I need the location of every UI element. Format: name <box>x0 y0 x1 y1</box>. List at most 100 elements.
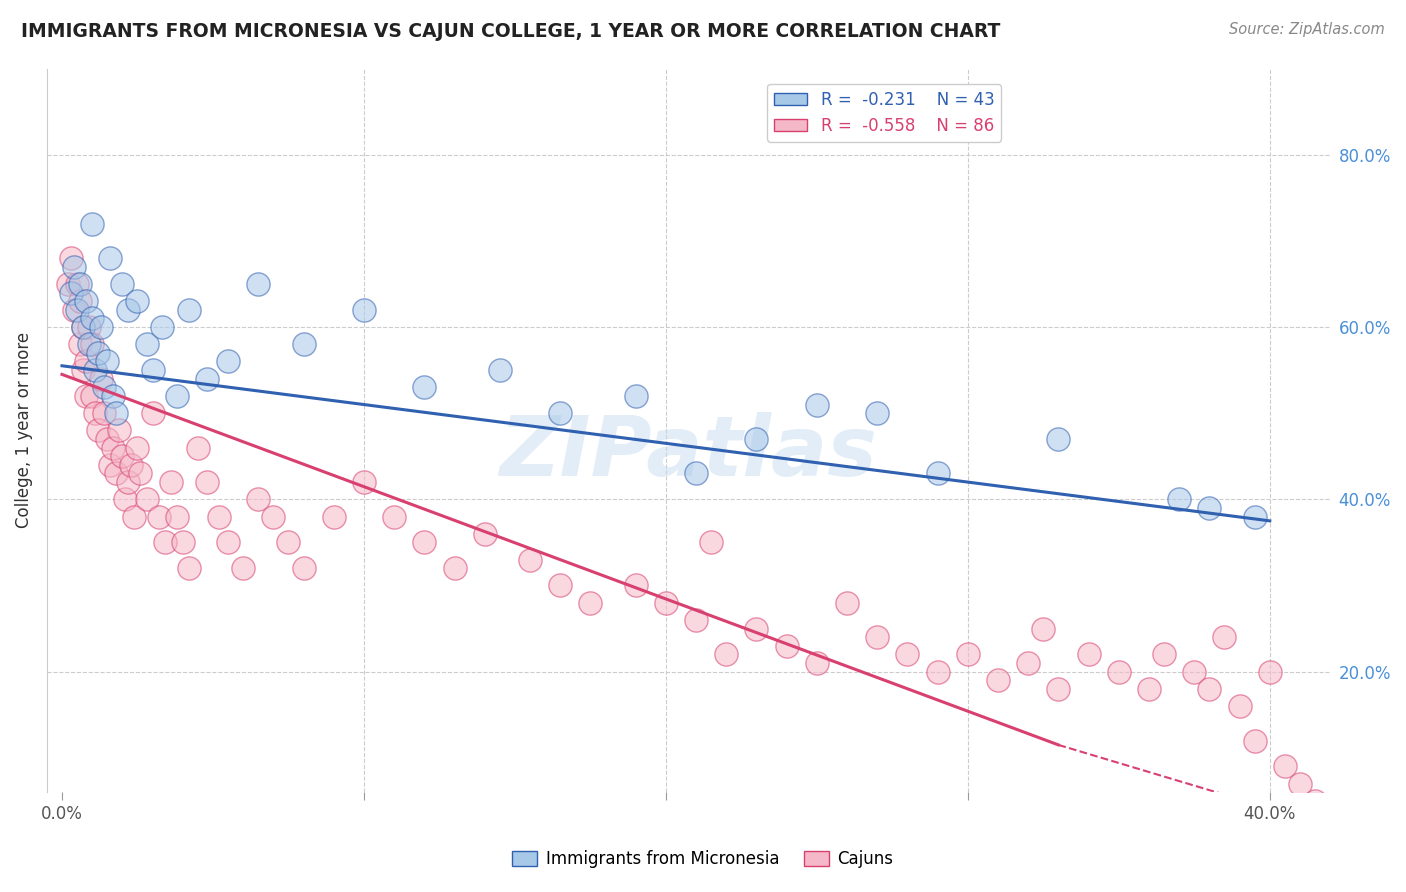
Point <box>519 552 541 566</box>
Text: Source: ZipAtlas.com: Source: ZipAtlas.com <box>1229 22 1385 37</box>
Point <box>927 467 949 481</box>
Point <box>1198 500 1220 515</box>
Point <box>217 354 239 368</box>
Point <box>1032 622 1054 636</box>
Point <box>474 526 496 541</box>
Point <box>1182 665 1205 679</box>
Point <box>90 372 112 386</box>
Point <box>117 475 139 489</box>
Point <box>127 294 149 309</box>
Point <box>195 475 218 489</box>
Point <box>153 535 176 549</box>
Point <box>987 673 1010 688</box>
Point <box>108 424 131 438</box>
Point <box>1108 665 1130 679</box>
Point <box>93 406 115 420</box>
Point <box>77 320 100 334</box>
Point <box>84 363 107 377</box>
Point <box>262 509 284 524</box>
Point <box>72 320 94 334</box>
Point <box>63 302 86 317</box>
Point <box>208 509 231 524</box>
Point <box>579 596 602 610</box>
Point <box>93 380 115 394</box>
Point <box>90 320 112 334</box>
Point <box>217 535 239 549</box>
Point <box>60 251 83 265</box>
Point <box>1017 656 1039 670</box>
Point <box>63 260 86 274</box>
Point <box>292 561 315 575</box>
Point <box>247 277 270 291</box>
Point <box>956 648 979 662</box>
Point <box>1077 648 1099 662</box>
Point <box>1289 777 1312 791</box>
Point <box>60 285 83 300</box>
Point <box>1258 665 1281 679</box>
Point <box>624 389 647 403</box>
Text: ZIPatlas: ZIPatlas <box>499 411 877 492</box>
Point <box>1243 509 1265 524</box>
Point <box>150 320 173 334</box>
Point <box>127 441 149 455</box>
Point <box>1274 759 1296 773</box>
Point <box>75 294 97 309</box>
Point <box>700 535 723 549</box>
Point <box>1229 699 1251 714</box>
Point <box>292 337 315 351</box>
Point <box>806 398 828 412</box>
Point <box>1303 794 1326 808</box>
Point <box>114 492 136 507</box>
Legend: Immigrants from Micronesia, Cajuns: Immigrants from Micronesia, Cajuns <box>506 844 900 875</box>
Point <box>655 596 678 610</box>
Point <box>806 656 828 670</box>
Point <box>177 561 200 575</box>
Point <box>716 648 738 662</box>
Point <box>103 441 125 455</box>
Point <box>82 337 104 351</box>
Point <box>353 475 375 489</box>
Point <box>896 648 918 662</box>
Point <box>277 535 299 549</box>
Point <box>117 302 139 317</box>
Point <box>187 441 209 455</box>
Point <box>105 467 128 481</box>
Point <box>232 561 254 575</box>
Point <box>166 509 188 524</box>
Point <box>98 458 121 472</box>
Point <box>103 389 125 403</box>
Point <box>172 535 194 549</box>
Point <box>111 449 134 463</box>
Point <box>77 337 100 351</box>
Point <box>776 639 799 653</box>
Point <box>1168 492 1191 507</box>
Point <box>322 509 344 524</box>
Point <box>129 467 152 481</box>
Point <box>927 665 949 679</box>
Point <box>105 406 128 420</box>
Point <box>166 389 188 403</box>
Point <box>148 509 170 524</box>
Point <box>111 277 134 291</box>
Point <box>66 277 89 291</box>
Point <box>745 432 768 446</box>
Point <box>1319 803 1341 817</box>
Point <box>685 613 707 627</box>
Point <box>1243 733 1265 747</box>
Point <box>98 251 121 265</box>
Point <box>72 320 94 334</box>
Point <box>382 509 405 524</box>
Point <box>56 277 79 291</box>
Point <box>413 380 436 394</box>
Point <box>69 277 91 291</box>
Point <box>247 492 270 507</box>
Point <box>624 578 647 592</box>
Point <box>1047 681 1070 696</box>
Point <box>82 217 104 231</box>
Point <box>142 406 165 420</box>
Point <box>1213 630 1236 644</box>
Point <box>835 596 858 610</box>
Point <box>177 302 200 317</box>
Point <box>84 406 107 420</box>
Point <box>1198 681 1220 696</box>
